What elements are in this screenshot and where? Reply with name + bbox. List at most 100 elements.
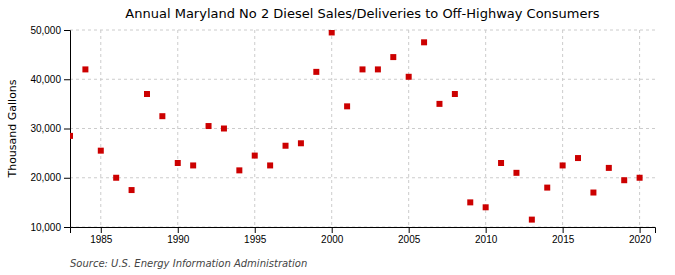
x-tick-mark	[178, 227, 179, 233]
point	[544, 185, 550, 191]
y-tick: 30,000	[30, 123, 70, 134]
point	[159, 113, 165, 119]
point	[513, 170, 519, 176]
x-tick-label: 2010	[475, 234, 498, 245]
point	[329, 30, 335, 35]
x-tick: 1995	[244, 227, 267, 245]
x-tick-mark	[486, 227, 487, 233]
point	[252, 153, 258, 159]
x-tick-mark	[563, 227, 564, 233]
x-axis-line	[71, 228, 656, 234]
y-grid-line	[70, 128, 655, 129]
y-tick: 40,000	[30, 74, 70, 85]
x-grid-line	[485, 30, 486, 227]
point	[175, 160, 181, 166]
title: Annual Maryland No 2 Diesel Sales/Delive…	[125, 6, 600, 21]
point	[98, 148, 104, 154]
point	[221, 126, 227, 132]
point	[283, 143, 289, 149]
y-tick-mark	[64, 227, 70, 228]
x-tick-label: 1985	[90, 234, 113, 245]
x-tick-mark	[332, 227, 333, 233]
source-note: Source: U.S. Energy Information Administ…	[70, 258, 307, 269]
point	[390, 54, 396, 60]
y-tick-label: 30,000	[30, 123, 61, 134]
point	[70, 133, 73, 139]
y-grid-line	[70, 177, 655, 178]
point	[206, 123, 212, 129]
point	[436, 101, 442, 107]
x-grid-line	[177, 30, 178, 227]
point	[129, 187, 135, 193]
x-grid-line	[331, 30, 332, 227]
x-grid-line	[639, 30, 640, 227]
points	[70, 30, 643, 223]
y-tick-label: 50,000	[30, 25, 61, 36]
point	[452, 91, 458, 97]
x-grid-line	[562, 30, 563, 227]
x-tick-label: 2000	[321, 234, 344, 245]
point	[621, 177, 627, 183]
y-grid-line	[70, 30, 655, 31]
point	[82, 66, 88, 72]
x-tick: 1990	[167, 227, 190, 245]
x-tick: 1985	[90, 227, 113, 245]
x-tick-label: 2020	[629, 234, 652, 245]
point	[313, 69, 319, 75]
point	[375, 66, 381, 72]
y-tick-mark	[64, 30, 70, 31]
point	[267, 162, 273, 168]
point	[113, 175, 119, 181]
point	[575, 155, 581, 161]
chart: 1985 1990 1995 2000 2005 2010 2015 2020 10,000 20…	[0, 0, 675, 275]
point	[529, 217, 535, 223]
x-tick: 2020	[629, 227, 652, 245]
y-tick: 10,000	[30, 222, 70, 233]
grid	[70, 30, 655, 227]
x-tick-mark	[640, 227, 641, 233]
point	[360, 66, 366, 72]
y-axis: 10,000 20,000 30,000 40,000 50,000	[30, 25, 70, 233]
x-tick: 2015	[552, 227, 575, 245]
y-tick-label: 20,000	[30, 172, 61, 183]
y-tick: 20,000	[30, 172, 70, 183]
point	[483, 204, 489, 210]
x-tick-mark	[409, 227, 410, 233]
x-tick-label: 1995	[244, 234, 267, 245]
y-tick-mark	[64, 79, 70, 80]
x-tick-label: 1990	[167, 234, 190, 245]
point	[406, 74, 412, 80]
point	[560, 162, 566, 168]
x-tick-mark	[101, 227, 102, 233]
plot: 1985 1990 1995 2000 2005 2010 2015 2020 10,000 20…	[30, 25, 655, 245]
y-axis-title: Thousand Gallons	[6, 79, 19, 178]
x-grid-line	[408, 30, 409, 227]
point	[144, 91, 150, 97]
y-tick-mark	[64, 129, 70, 130]
point	[190, 162, 196, 168]
point	[606, 165, 612, 171]
y-tick-label: 10,000	[30, 222, 61, 233]
x-tick-mark	[255, 227, 256, 233]
point	[421, 39, 427, 45]
point	[236, 167, 242, 173]
point	[298, 140, 304, 146]
point	[467, 199, 473, 205]
x-tick-label: 2015	[552, 234, 575, 245]
x-tick: 2000	[321, 227, 344, 245]
x-grid-line	[254, 30, 255, 227]
y-tick-mark	[64, 178, 70, 179]
x-axis: 1985 1990 1995 2000 2005 2010 2015 2020	[71, 227, 656, 245]
point	[498, 160, 504, 166]
y-tick: 50,000	[30, 25, 70, 36]
point	[344, 103, 350, 109]
y-tick-label: 40,000	[30, 74, 61, 85]
y-grid-line	[70, 79, 655, 80]
x-tick: 2010	[475, 227, 498, 245]
point	[590, 190, 596, 196]
point	[637, 175, 643, 181]
y-axis-line	[64, 31, 71, 228]
x-tick-label: 2005	[398, 234, 421, 245]
x-grid-line	[100, 30, 101, 227]
x-tick: 2005	[398, 227, 421, 245]
